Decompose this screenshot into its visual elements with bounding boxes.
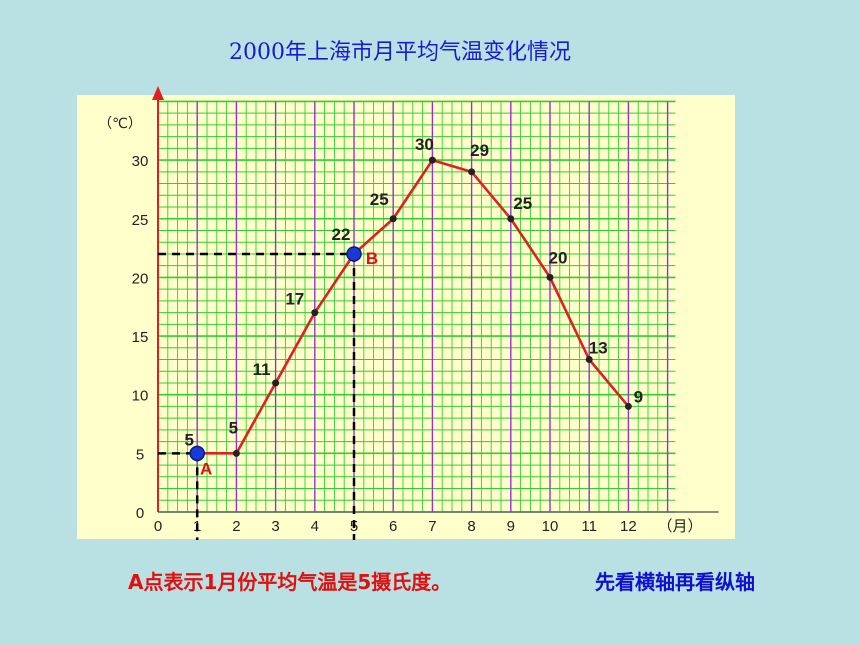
x-tick-label: 11: [581, 518, 597, 535]
y-tick-label: 5: [136, 446, 144, 463]
data-point: [624, 402, 632, 410]
data-label: 5: [184, 430, 193, 449]
data-point: [232, 449, 240, 457]
y-axis-label: （℃）: [98, 116, 142, 132]
x-tick-label: 9: [507, 518, 515, 535]
caption-explanation: A点表示1月份平均气温是5摄氏度。: [128, 570, 452, 594]
data-label: 22: [332, 225, 351, 244]
data-label: 20: [549, 248, 568, 267]
data-label: 17: [285, 290, 304, 309]
highlight-point: [346, 246, 362, 262]
x-tick-label: 2: [232, 518, 240, 535]
x-tick-label: 4: [311, 518, 319, 535]
data-point: [272, 379, 280, 387]
data-point: [468, 168, 476, 176]
x-tick-label: 6: [389, 518, 397, 535]
point-label: A: [200, 459, 212, 478]
y-tick-label: 30: [132, 153, 149, 170]
x-tick-label: 7: [428, 518, 436, 535]
chart-title: 2000年上海市月平均气温变化情况: [229, 40, 571, 65]
y-tick-label: 15: [132, 329, 149, 346]
caption-tip: 先看横轴再看纵轴: [595, 570, 755, 594]
x-axis-label: （月）: [657, 517, 702, 535]
data-label: 9: [634, 387, 643, 406]
data-point: [546, 273, 554, 281]
data-label: 25: [370, 190, 389, 209]
data-point: [311, 309, 319, 317]
data-point: [428, 156, 436, 164]
x-tick-label: 12: [620, 518, 637, 535]
x-tick-label: 0: [154, 518, 162, 535]
x-tick-label: 10: [542, 518, 559, 535]
point-label: B: [366, 249, 378, 268]
series-line: [197, 158, 630, 455]
data-point: [585, 356, 593, 364]
data-label: 29: [470, 141, 489, 160]
y-tick-label: 20: [132, 270, 149, 287]
x-tick-label: 3: [271, 518, 279, 535]
data-label: 13: [589, 339, 608, 358]
data-label: 25: [513, 194, 532, 213]
data-label: 30: [415, 135, 434, 154]
data-point: [507, 215, 515, 223]
y-axis-arrow: [152, 86, 164, 100]
y-tick-label: 25: [132, 212, 149, 229]
plot-panel: [77, 95, 735, 539]
highlight-point: [189, 445, 205, 462]
y-tick-label: 0: [136, 505, 144, 522]
y-tick-label: 10: [132, 388, 149, 405]
data-label: 5: [229, 418, 238, 437]
data-point: [389, 215, 397, 223]
x-tick-label: 8: [467, 518, 475, 535]
data-label: 11: [253, 360, 271, 379]
